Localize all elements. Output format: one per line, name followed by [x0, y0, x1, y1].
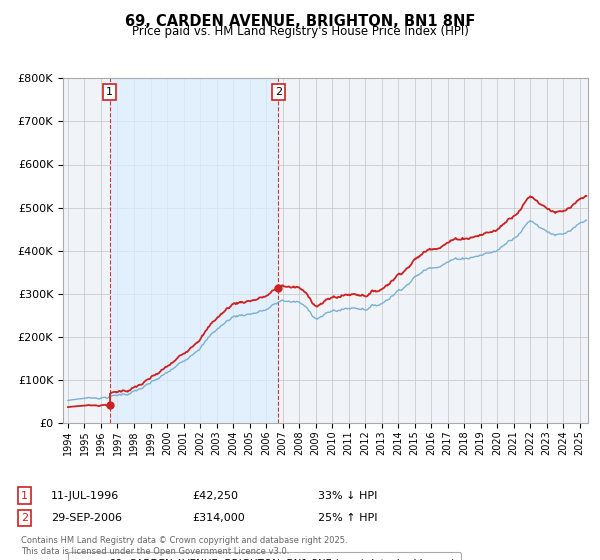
- Text: 2: 2: [275, 87, 282, 97]
- Text: Contains HM Land Registry data © Crown copyright and database right 2025.
This d: Contains HM Land Registry data © Crown c…: [21, 536, 347, 556]
- Text: 29-SEP-2006: 29-SEP-2006: [51, 513, 122, 523]
- Text: 11-JUL-1996: 11-JUL-1996: [51, 491, 119, 501]
- Legend: 69, CARDEN AVENUE, BRIGHTON, BN1 8NF (semi-detached house), HPI: Average price, : 69, CARDEN AVENUE, BRIGHTON, BN1 8NF (se…: [68, 552, 461, 560]
- Text: 33% ↓ HPI: 33% ↓ HPI: [318, 491, 377, 501]
- Text: 2: 2: [21, 513, 28, 523]
- Text: Price paid vs. HM Land Registry's House Price Index (HPI): Price paid vs. HM Land Registry's House …: [131, 25, 469, 38]
- Text: £314,000: £314,000: [192, 513, 245, 523]
- Text: 1: 1: [106, 87, 113, 97]
- Bar: [110, 78, 278, 423]
- Text: £42,250: £42,250: [192, 491, 238, 501]
- Text: 25% ↑ HPI: 25% ↑ HPI: [318, 513, 377, 523]
- Text: 1: 1: [21, 491, 28, 501]
- Text: 69, CARDEN AVENUE, BRIGHTON, BN1 8NF: 69, CARDEN AVENUE, BRIGHTON, BN1 8NF: [125, 14, 475, 29]
